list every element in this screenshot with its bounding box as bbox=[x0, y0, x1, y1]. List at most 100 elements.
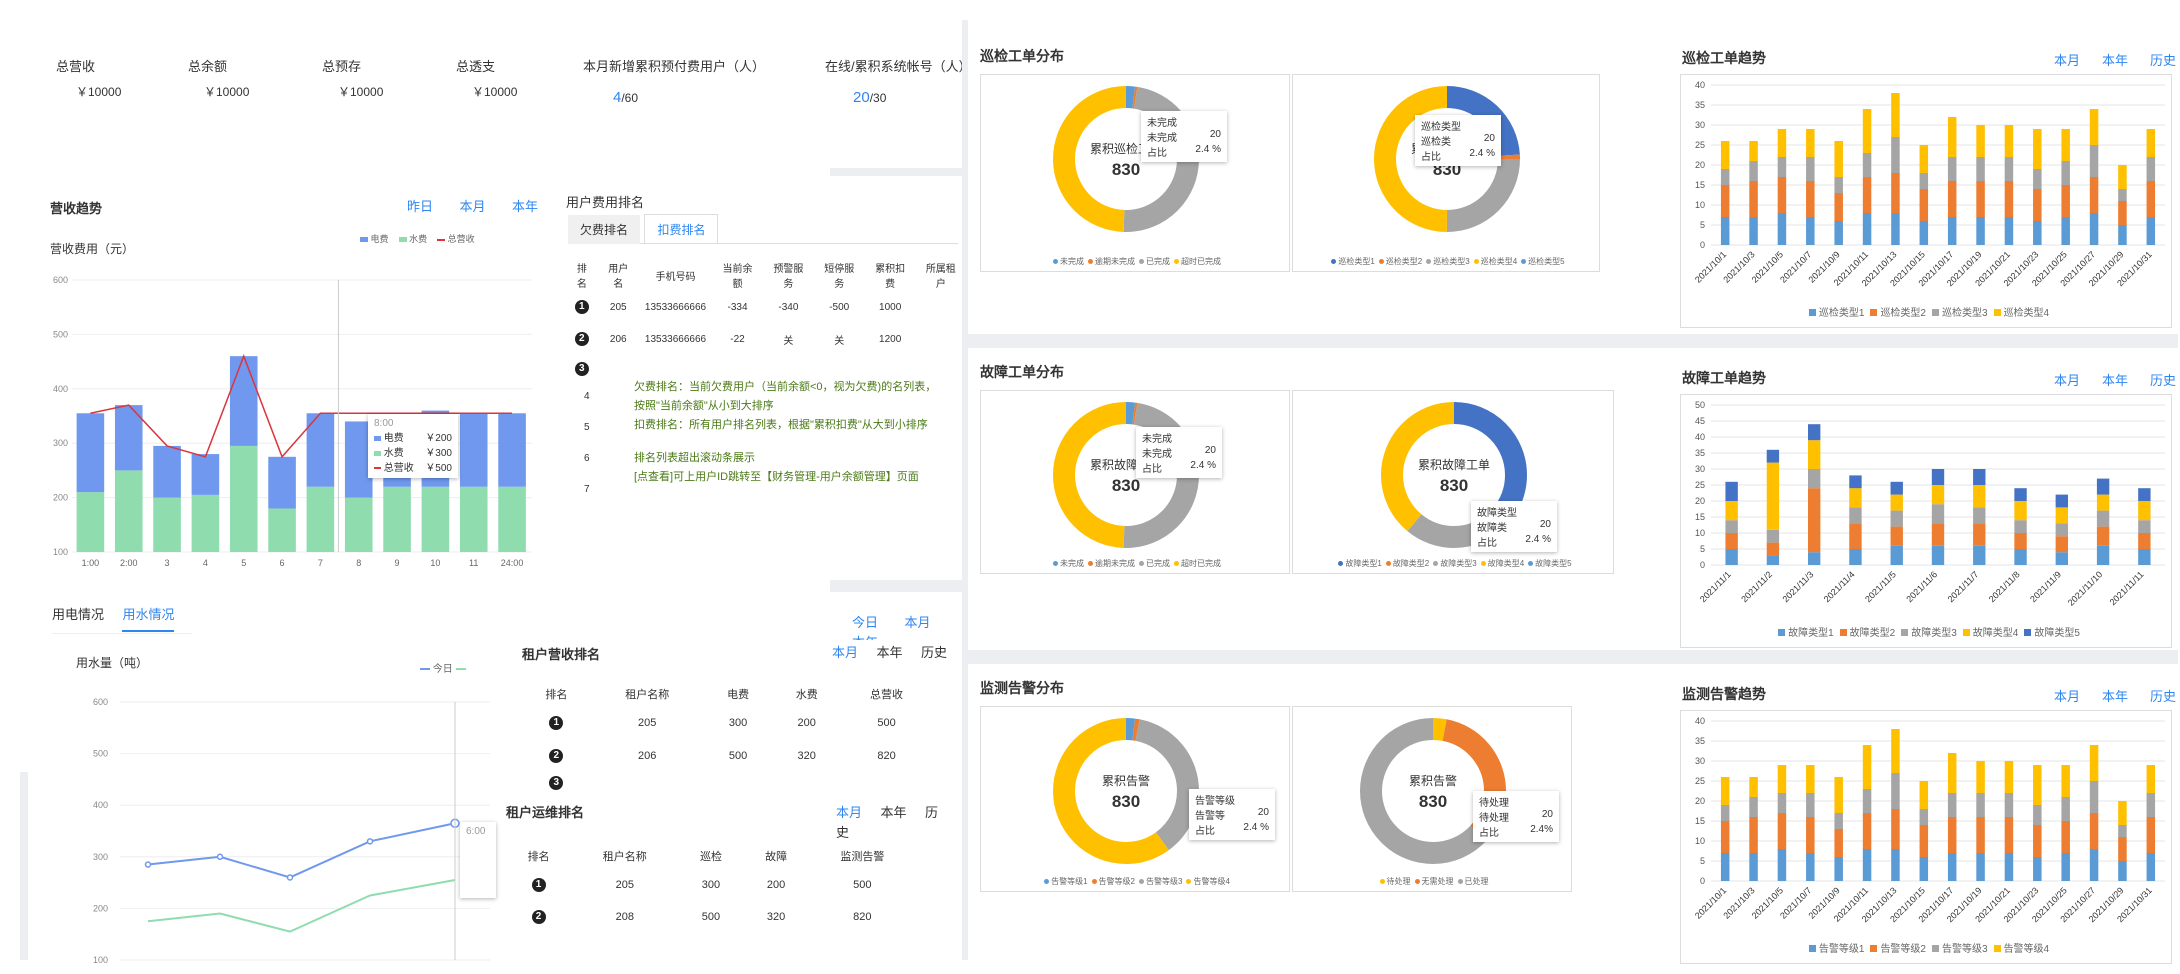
bar-segment bbox=[2061, 129, 2070, 161]
period-month[interactable]: 本月 bbox=[836, 805, 863, 820]
tooltip-name: 巡检类 bbox=[1421, 137, 1451, 148]
table-cell: 205 bbox=[638, 716, 657, 729]
y-tick-label: 35 bbox=[1695, 448, 1705, 458]
legend-marker bbox=[1378, 259, 1384, 264]
donut-slice bbox=[1374, 86, 1520, 232]
usage-section: 用电情况 用水情况 今日 本月 本年 用水量（吨） 今日 100 200 300 40… bbox=[50, 600, 950, 970]
stat-label: 总营收 bbox=[56, 59, 96, 74]
tooltip-value: 20 bbox=[1483, 133, 1495, 144]
y-tick-label: 45 bbox=[1695, 416, 1705, 426]
bar-segment bbox=[2033, 857, 2042, 881]
x-tick-label: 2021/11/1 bbox=[1698, 569, 1733, 604]
bar-segment bbox=[2055, 494, 2069, 508]
table-row[interactable]: 2 208 500 320 820 bbox=[506, 902, 916, 932]
section-title: 监测告警趋势 bbox=[1682, 686, 1766, 702]
period-month[interactable]: 本月 bbox=[904, 615, 931, 630]
column-header: 当前余额 bbox=[722, 264, 753, 290]
user-fee-table: 排名 用户名 手机号码 当前余额 预警服务 短停服务 累积扣费 所属租户 1 2… bbox=[566, 260, 966, 384]
bar-segment bbox=[1806, 181, 1815, 217]
tooltip-row: 占比 2.4 % bbox=[1142, 460, 1216, 475]
period-today[interactable]: 今日 bbox=[852, 615, 879, 630]
period-yesterday[interactable]: 昨日 bbox=[407, 199, 434, 214]
legend-item: 告警等级1 bbox=[1818, 944, 1865, 955]
bar-segment bbox=[1947, 753, 1957, 793]
tenant-revenue-rank: 租户营收排名 本月 本年 历史 排名 租户名称 电费 水费 总营收 1 205 … bbox=[522, 640, 952, 790]
legend-item: 巡检类型1 bbox=[1338, 257, 1375, 266]
table-row[interactable]: 1 205 300 200 500 bbox=[522, 706, 932, 739]
period-month[interactable]: 本月 bbox=[459, 199, 486, 214]
y-tick-label: 15 bbox=[1695, 180, 1705, 190]
section-title: 故障工单分布 bbox=[980, 364, 1064, 380]
period-history[interactable]: 历史 bbox=[920, 645, 947, 660]
y-tick-label: 300 bbox=[93, 852, 108, 862]
y-tick-label: 10 bbox=[1695, 836, 1705, 846]
y-tick-label: 30 bbox=[1695, 464, 1705, 474]
bar-segment bbox=[2089, 145, 2099, 177]
tab-electricity[interactable]: 用电情况 bbox=[52, 607, 105, 622]
period-year[interactable]: 本年 bbox=[880, 805, 907, 820]
x-tick-label: 2021/11/5 bbox=[1863, 569, 1898, 604]
x-tick-label: 2:00 bbox=[120, 558, 138, 568]
divider bbox=[20, 772, 28, 960]
legend-marker bbox=[1139, 561, 1144, 566]
table-row[interactable]: 2 206 13533666666 -22 关 关 1200 bbox=[566, 324, 966, 354]
tooltip-value: 2.4 % bbox=[1469, 148, 1495, 159]
column-header: 所属租户 bbox=[925, 264, 956, 290]
period-history[interactable]: 历史 bbox=[2149, 689, 2176, 704]
period-year[interactable]: 本年 bbox=[2101, 373, 2128, 388]
tooltip-time: 8:00 bbox=[374, 418, 394, 429]
table-row[interactable]: 1 205 300 200 500 bbox=[506, 868, 916, 902]
bar-segment bbox=[1931, 485, 1945, 505]
x-tick-label: 2021/11/10 bbox=[2066, 569, 2104, 607]
table-row[interactable]: 2 206 500 320 820 bbox=[522, 739, 932, 772]
bar-segment bbox=[2089, 177, 2099, 213]
rank-number: 6 bbox=[584, 453, 590, 464]
bar-segment bbox=[2089, 109, 2099, 145]
bar-segment bbox=[1849, 475, 1862, 489]
bar-segment bbox=[1766, 555, 1780, 565]
bar-segment bbox=[2004, 125, 2014, 157]
bar-water bbox=[153, 497, 181, 552]
bar-segment bbox=[1834, 177, 1843, 193]
period-year[interactable]: 本年 bbox=[2101, 53, 2128, 68]
chart-tooltip: 故障类型 故障类 20 占比 2.4 % bbox=[1471, 501, 1557, 552]
chart-legend: 未完成 逾期未完成 已完成 超时已完成 bbox=[981, 256, 1289, 267]
tab-deduction-rank[interactable]: 扣费排名 bbox=[644, 214, 719, 244]
tab-water[interactable]: 用水情况 bbox=[122, 607, 175, 632]
table-cell: 500 bbox=[728, 749, 748, 762]
legend-item: 故障类型2 bbox=[1392, 559, 1430, 568]
donut-slice bbox=[1053, 86, 1199, 232]
bar-segment bbox=[1849, 523, 1862, 549]
donut-center-label: 累积告警 bbox=[1409, 773, 1457, 788]
period-year[interactable]: 本年 bbox=[2101, 689, 2128, 704]
bar-segment bbox=[1976, 217, 1985, 245]
legend-item: 巡检类型2 bbox=[1385, 257, 1423, 266]
tooltip-name: 告警等 bbox=[1195, 811, 1225, 822]
bar-segment bbox=[2033, 765, 2042, 805]
bar-segment bbox=[2014, 520, 2027, 533]
period-month[interactable]: 本月 bbox=[2053, 53, 2080, 68]
period-month[interactable]: 本月 bbox=[2053, 373, 2080, 388]
table-row[interactable]: 1 205 13533666666 -334 -340 -500 1000 bbox=[566, 290, 966, 324]
legend-marker bbox=[1426, 259, 1432, 264]
period-year[interactable]: 本年 bbox=[876, 645, 903, 660]
bar-segment bbox=[1976, 125, 1985, 157]
table-row[interactable]: 3 bbox=[522, 772, 932, 794]
period-history[interactable]: 历史 bbox=[2149, 373, 2176, 388]
tab-arrears-rank[interactable]: 欠费排名 bbox=[568, 215, 641, 244]
legend-marker bbox=[1839, 629, 1847, 636]
bar-segment bbox=[1806, 157, 1815, 181]
column-header: 排名 bbox=[527, 851, 550, 863]
column-header: 累积扣费 bbox=[875, 264, 906, 290]
period-year[interactable]: 本年 bbox=[511, 199, 538, 214]
bar-segment bbox=[1891, 173, 1900, 213]
period-month[interactable]: 本月 bbox=[832, 645, 859, 660]
legend-item: 故障类型5 bbox=[1535, 559, 1572, 568]
stats-row: 总营收 ￥10000 总余额 ￥10000 总预存 ￥10000 总透支 ￥10… bbox=[56, 56, 517, 106]
alarm-trend-section: 监测告警趋势 本月 本年 历史 0 5 10 15 20 25 30 35 40 2021/10/1 202… bbox=[1676, 676, 2176, 966]
period-history[interactable]: 历史 bbox=[2149, 53, 2176, 68]
period-month[interactable]: 本月 bbox=[2053, 689, 2080, 704]
legend-marker bbox=[1174, 561, 1179, 566]
period-history[interactable]: 历史 bbox=[836, 805, 938, 840]
